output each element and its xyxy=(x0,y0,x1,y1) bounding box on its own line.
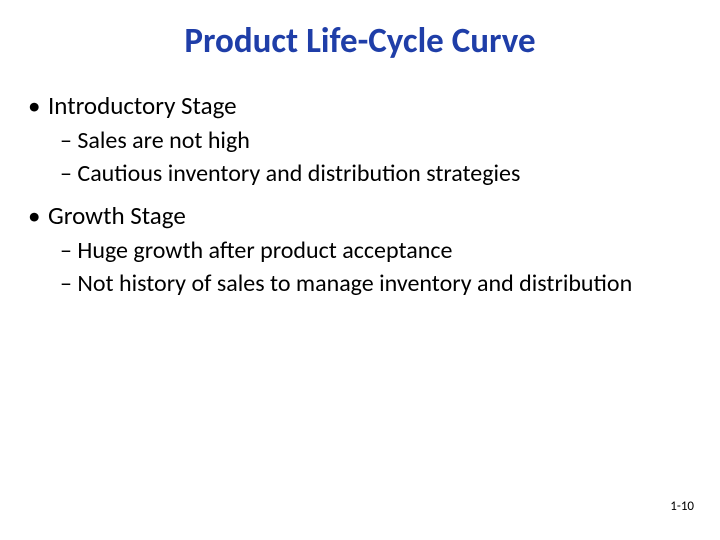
slide-body: Introductory Stage Sales are not high Ca… xyxy=(0,90,720,299)
slide: Product Life-Cycle Curve Introductory St… xyxy=(0,0,720,540)
spacer xyxy=(28,192,680,200)
bullet-level-2: Cautious inventory and distribution stra… xyxy=(28,158,680,189)
bullet-level-2: Not history of sales to manage inventory… xyxy=(28,268,680,299)
page-number: 1-10 xyxy=(670,499,694,514)
bullet-level-1: Growth Stage xyxy=(28,200,680,231)
bullet-level-2: Huge growth after product acceptance xyxy=(28,235,680,266)
bullet-level-1: Introductory Stage xyxy=(28,90,680,121)
bullet-level-2: Sales are not high xyxy=(28,125,680,156)
slide-title: Product Life-Cycle Curve xyxy=(0,0,720,90)
